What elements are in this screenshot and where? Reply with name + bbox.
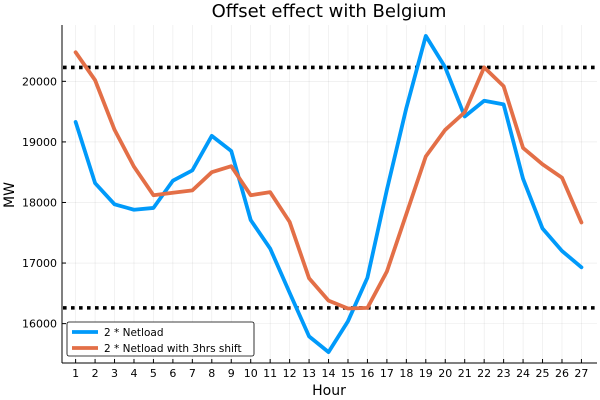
y-tick-label: 17000 xyxy=(22,257,57,270)
x-tick-label: 16 xyxy=(360,367,374,380)
legend: 2 * Netload 2 * Netload with 3hrs shift xyxy=(66,321,255,357)
x-tick-label: 24 xyxy=(516,367,530,380)
x-tick-label: 7 xyxy=(189,367,196,380)
x-tick-label: 23 xyxy=(497,367,511,380)
x-tick-label: 2 xyxy=(92,367,99,380)
x-tick-label: 17 xyxy=(380,367,394,380)
axes xyxy=(61,25,597,364)
x-tick-label: 3 xyxy=(111,367,118,380)
series-line-1 xyxy=(73,34,584,355)
x-axis-label: Hour xyxy=(312,383,346,399)
x-tick-label: 12 xyxy=(283,367,297,380)
legend-box xyxy=(66,321,255,357)
y-tick-label: 18000 xyxy=(22,196,57,209)
x-tick-label: 20 xyxy=(438,367,452,380)
x-tick-label: 26 xyxy=(555,367,569,380)
x-tick-label: 13 xyxy=(302,367,316,380)
x-tick-label: 4 xyxy=(130,367,137,380)
y-tick-label: 16000 xyxy=(22,318,57,331)
y-tick-label: 20000 xyxy=(22,75,57,88)
x-tick-label: 18 xyxy=(399,367,413,380)
x-tick-label: 1 xyxy=(72,367,79,380)
x-tick-label: 6 xyxy=(169,367,176,380)
x-tick-label: 22 xyxy=(477,367,491,380)
legend-label-1: 2 * Netload xyxy=(104,327,163,339)
x-tick-label: 25 xyxy=(536,367,550,380)
x-tick-label: 11 xyxy=(263,367,277,380)
series-layer xyxy=(73,34,584,355)
x-tick-label: 9 xyxy=(228,367,235,380)
legend-label-2: 2 * Netload with 3hrs shift xyxy=(104,343,242,355)
x-tick-label: 21 xyxy=(458,367,472,380)
x-tick-label: 19 xyxy=(419,367,433,380)
x-tick-label: 8 xyxy=(208,367,215,380)
y-tick-label: 19000 xyxy=(22,136,57,149)
y-axis-label: MW xyxy=(2,182,18,208)
chart-title: Offset effect with Belgium xyxy=(212,1,447,22)
x-tick-label: 15 xyxy=(341,367,355,380)
x-tick-label: 5 xyxy=(150,367,157,380)
x-tick-label: 27 xyxy=(574,367,588,380)
x-tick-label: 10 xyxy=(244,367,258,380)
x-tick-label: 14 xyxy=(322,367,336,380)
series-line-2 xyxy=(73,50,584,311)
reference-lines xyxy=(63,65,597,310)
grid-layer xyxy=(62,25,597,363)
tick-labels: 1 2 3 4 5 6 7 8 9 10 11 12 13 14 15 16 17 18 19 20 21 22 23 24 2… xyxy=(22,75,588,380)
